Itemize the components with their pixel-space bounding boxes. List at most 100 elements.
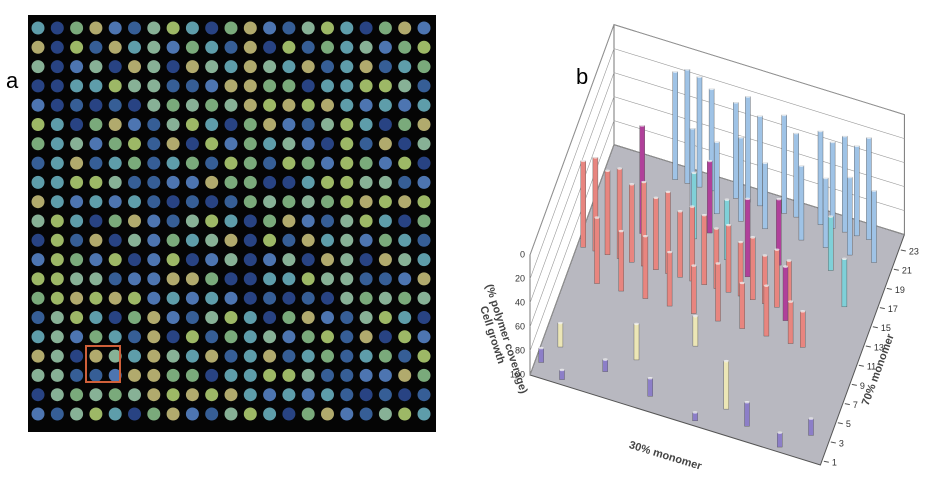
spot [205,99,218,112]
spot [379,41,392,54]
spot [360,195,373,208]
bar-top [690,127,695,129]
spot [398,311,411,324]
spot [205,22,218,35]
spot [109,22,122,35]
spot [147,79,160,92]
y-tick-label: 5 [846,419,851,429]
spot [32,215,45,228]
spot [89,176,102,189]
spot [32,234,45,247]
spot [302,195,315,208]
spot [360,311,373,324]
y-tick-label: 23 [909,246,919,256]
bar-top [648,377,653,379]
spot [205,369,218,382]
tick-mark [838,423,843,424]
spot [70,234,83,247]
tick-mark [831,442,836,443]
spot [167,253,180,266]
bar-top [640,124,645,126]
spot [70,195,83,208]
spot [379,99,392,112]
spot [32,60,45,73]
bar [872,191,877,263]
spot [244,176,257,189]
spot [186,195,199,208]
bar-top [685,68,690,70]
spot [418,99,431,112]
spot [186,99,199,112]
spot [51,79,64,92]
spot [340,234,353,247]
spot [128,118,141,131]
spot [340,79,353,92]
spot [51,408,64,421]
spot [51,157,64,170]
bar [763,163,768,229]
spot [360,60,373,73]
spot [302,137,315,150]
spot [89,137,102,150]
spot [263,215,276,228]
bar-top [809,417,814,419]
spot [360,118,373,131]
spot [282,79,295,92]
bar [782,115,787,213]
spot [418,195,431,208]
bar-top [788,300,793,302]
spot [302,60,315,73]
spot [147,388,160,401]
bar-top [673,70,678,72]
spot [321,79,334,92]
spot [379,408,392,421]
spot [244,60,257,73]
spot [167,388,180,401]
spot [147,215,160,228]
spot [282,195,295,208]
spot [51,369,64,382]
spot [282,272,295,285]
spot [302,388,315,401]
bar [842,136,847,232]
y-tick-label: 21 [902,266,912,276]
spot [340,22,353,35]
spot [186,408,199,421]
spot [70,369,83,382]
spot [167,118,180,131]
spot [244,330,257,343]
spot [147,157,160,170]
spot [89,215,102,228]
spot [186,292,199,305]
bar [702,215,707,285]
spot [89,22,102,35]
spot [51,253,64,266]
bar-top [782,114,787,116]
spot [418,330,431,343]
spot [225,99,238,112]
spot [186,22,199,35]
bar-top [762,254,767,256]
spot [360,137,373,150]
tick-mark [887,288,892,289]
spot [32,118,45,131]
bar-top [745,401,750,403]
spot [89,330,102,343]
bar-top [872,189,877,191]
y-tick-label: 19 [895,285,905,295]
spot [70,60,83,73]
spot [340,330,353,343]
bar [777,433,782,447]
tick-mark [824,461,829,462]
spot [109,79,122,92]
spot [398,99,411,112]
spot [302,311,315,324]
bar [697,77,702,187]
bar [745,97,750,203]
spot [89,350,102,363]
spot [360,292,373,305]
spot [70,118,83,131]
spot [128,388,141,401]
spot [263,388,276,401]
bar-top [691,264,696,266]
